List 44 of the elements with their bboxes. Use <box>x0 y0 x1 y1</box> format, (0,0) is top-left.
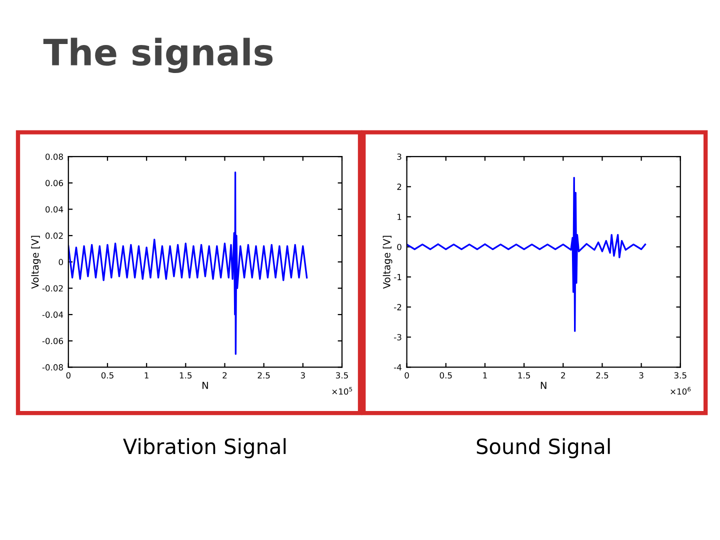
y-tick-label: -2 <box>394 304 402 310</box>
x-tick-label: 2.5 <box>258 372 270 379</box>
line-series <box>68 172 308 355</box>
x-tick-label: 1.5 <box>180 372 192 379</box>
y-tick-label: 1 <box>398 214 402 220</box>
text: The signals <box>43 38 273 74</box>
y-tick-label: -4 <box>394 364 402 370</box>
text: Sound Signal <box>476 438 610 458</box>
x-tick-label: 3 <box>300 372 305 379</box>
text: Vibration Signal <box>123 438 286 458</box>
y-axis-title: Voltage [V] <box>382 236 392 289</box>
y-tick-label: 0.06 <box>46 180 64 186</box>
x-tick-label: 0 <box>66 372 70 379</box>
y-tick-label: -1 <box>394 274 402 280</box>
x-tick-label: 1.5 <box>518 372 530 379</box>
text: ×10$^{5}$ <box>332 387 352 395</box>
x-tick-label: 1 <box>144 372 148 378</box>
y-tick-label: 0.02 <box>46 232 63 239</box>
x-tick-label: 3.5 <box>674 372 686 379</box>
y-tick-label: 0 <box>58 258 63 266</box>
y-tick-label: -0.08 <box>42 364 63 370</box>
x-tick-label: 3 <box>639 372 644 379</box>
x-tick-label: 3.5 <box>336 372 348 379</box>
x-tick-label: 0 <box>404 372 409 379</box>
y-tick-label: -0.04 <box>42 312 64 318</box>
x-axis-title: N <box>202 382 208 389</box>
y-tick-label: 0 <box>397 244 402 250</box>
text: ×10$^{6}$ <box>670 387 691 395</box>
x-tick-label: 0.5 <box>101 372 114 379</box>
y-tick-label: -0.06 <box>42 338 64 344</box>
x-tick-label: 1 <box>483 372 487 378</box>
x-tick-label: 2 <box>561 372 565 378</box>
y-tick-label: -3 <box>394 334 402 340</box>
y-tick-label: 0.04 <box>46 206 64 213</box>
y-tick-label: 2 <box>397 184 402 190</box>
y-axis-title: Voltage [V] <box>31 236 41 289</box>
y-tick-label: 0.08 <box>46 154 63 160</box>
y-tick-label: 3 <box>397 154 402 160</box>
x-axis-title: N <box>540 382 546 389</box>
x-tick-label: 2 <box>222 372 227 378</box>
x-tick-label: 0.5 <box>440 372 452 379</box>
y-tick-label: -0.02 <box>42 285 63 292</box>
x-tick-label: 2.5 <box>596 372 608 379</box>
line-series <box>406 176 646 332</box>
